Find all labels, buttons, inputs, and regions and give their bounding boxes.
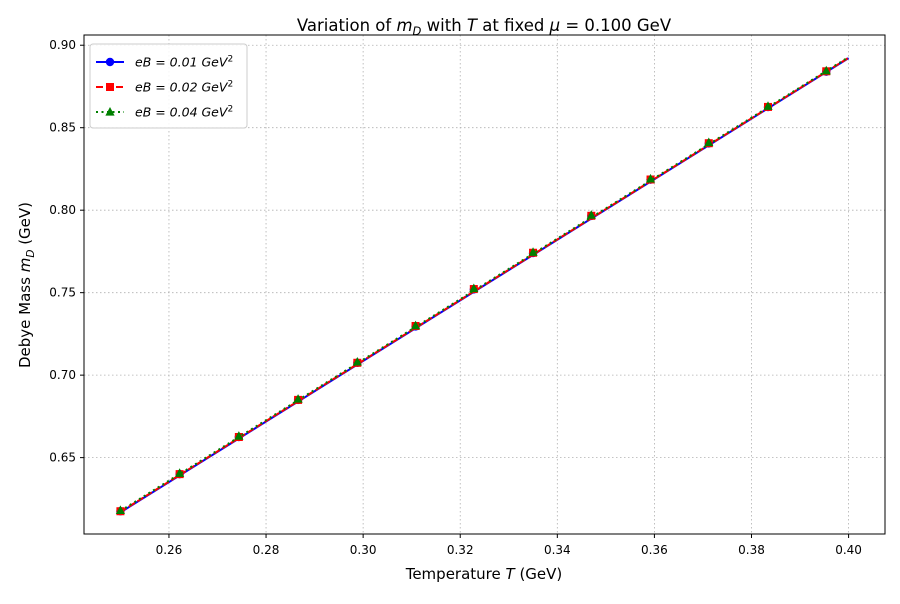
legend-label-name: eB = 0.04 (135, 105, 202, 120)
y-tick-label: 0.80 (49, 203, 76, 217)
series-3 (115, 56, 850, 515)
x-tick-label: 0.32 (447, 543, 474, 557)
x-axis-label: Temperature T (GeV) (405, 565, 563, 583)
legend-marker (106, 83, 114, 91)
x-tick-label: 0.40 (835, 543, 862, 557)
legend-label-name: eB = 0.01 (135, 55, 202, 70)
data-point (763, 101, 773, 110)
legend-label-unit: GeV (202, 80, 229, 95)
data-point (352, 356, 362, 366)
data-point (410, 320, 421, 330)
legend-label-exponent: 2 (227, 55, 233, 65)
data-point (528, 247, 538, 256)
legend-box (89, 43, 248, 129)
legend-label-exponent: 2 (227, 105, 233, 115)
x-tick-label: 0.36 (641, 543, 668, 557)
legend-label: eB = 0.04 GeV2 (135, 105, 233, 120)
y-tick-label: 0.65 (49, 451, 76, 465)
plot-frame (83, 34, 886, 535)
y-tick-label: 0.85 (49, 121, 76, 135)
legend-label: eB = 0.02 GeV2 (135, 80, 233, 95)
legend-label-unit: GeV (202, 105, 229, 120)
y-tick-label: 0.90 (49, 38, 76, 52)
series-line (119, 56, 850, 512)
data-point (115, 505, 126, 515)
x-tick-label: 0.30 (350, 543, 377, 557)
x-tick-label: 0.38 (738, 543, 765, 557)
legend-label-name: eB = 0.02 (135, 80, 202, 95)
y-tick-label: 0.70 (49, 368, 76, 382)
legend-entry-1: eB = 0.01 GeV2 (96, 55, 233, 70)
data-point (821, 65, 831, 75)
data-point (469, 283, 479, 293)
data-point (645, 173, 656, 183)
data-point (234, 431, 244, 440)
data-point (704, 137, 714, 147)
y-tick-label: 0.75 (49, 286, 76, 300)
plot-series (115, 56, 850, 516)
y-axis-label: Debye Mass mD (GeV) (16, 202, 37, 368)
y-axis-ticks: 0.65 0.70 0.75 0.80 0.85 0.90 (49, 38, 84, 465)
legend-label-exponent: 2 (227, 80, 233, 90)
chart-title: Variation of mD with T at fixed μ = 0.10… (297, 16, 672, 38)
data-point (293, 394, 303, 403)
legend-label-unit: GeV (202, 55, 229, 70)
legend-marker (105, 107, 115, 116)
data-point (586, 210, 596, 219)
x-axis-ticks: 0.26 0.28 0.30 0.32 0.34 0.36 0.38 0.40 (156, 534, 862, 557)
x-tick-label: 0.34 (544, 543, 571, 557)
legend-entry-2: eB = 0.02 GeV2 (96, 80, 233, 95)
legend-label: eB = 0.01 GeV2 (135, 55, 233, 70)
data-point (175, 468, 185, 477)
legend-marker (105, 57, 115, 67)
x-tick-label: 0.28 (253, 543, 280, 557)
x-tick-label: 0.26 (156, 543, 183, 557)
legend-entry-3: eB = 0.04 GeV2 (96, 105, 233, 120)
